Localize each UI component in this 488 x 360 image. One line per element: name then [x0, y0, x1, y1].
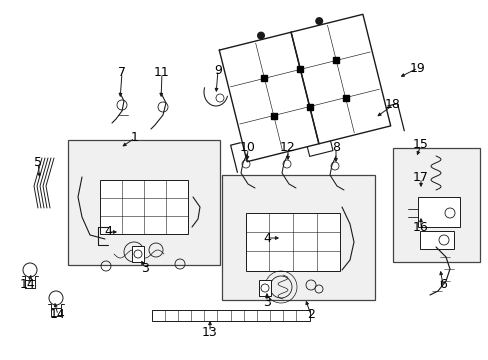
Text: 14: 14: [20, 279, 36, 292]
Circle shape: [257, 32, 264, 40]
Bar: [417, 197, 459, 227]
Text: 13: 13: [202, 325, 218, 338]
Bar: [342, 95, 348, 101]
Text: 10: 10: [240, 141, 255, 154]
Text: 18: 18: [384, 99, 400, 112]
Bar: [306, 104, 312, 109]
Text: 5: 5: [34, 157, 42, 170]
Text: 3: 3: [141, 261, 149, 274]
Bar: [222, 175, 374, 300]
Text: 17: 17: [412, 171, 428, 184]
Bar: [297, 66, 303, 72]
Bar: [392, 148, 479, 262]
Text: 8: 8: [331, 141, 339, 154]
Bar: [245, 213, 339, 271]
Text: 4: 4: [263, 231, 270, 244]
Bar: [152, 310, 309, 321]
Bar: [333, 58, 339, 63]
Text: 1: 1: [131, 131, 139, 144]
Bar: [261, 75, 267, 81]
Bar: [259, 280, 270, 296]
Text: 15: 15: [412, 139, 428, 152]
Bar: [419, 231, 453, 249]
Text: 12: 12: [280, 141, 295, 154]
Bar: [270, 113, 276, 118]
Text: 19: 19: [409, 62, 425, 75]
Text: 4: 4: [104, 225, 112, 238]
Bar: [100, 180, 187, 234]
Text: 7: 7: [118, 67, 126, 80]
Bar: [132, 246, 143, 262]
Text: 2: 2: [306, 309, 314, 321]
Text: 6: 6: [438, 279, 446, 292]
Text: 11: 11: [154, 67, 169, 80]
Circle shape: [315, 17, 323, 25]
Text: 14: 14: [50, 309, 66, 321]
Text: 9: 9: [214, 63, 222, 77]
Bar: [68, 140, 220, 265]
Text: 3: 3: [263, 296, 270, 309]
Text: 16: 16: [412, 221, 428, 234]
